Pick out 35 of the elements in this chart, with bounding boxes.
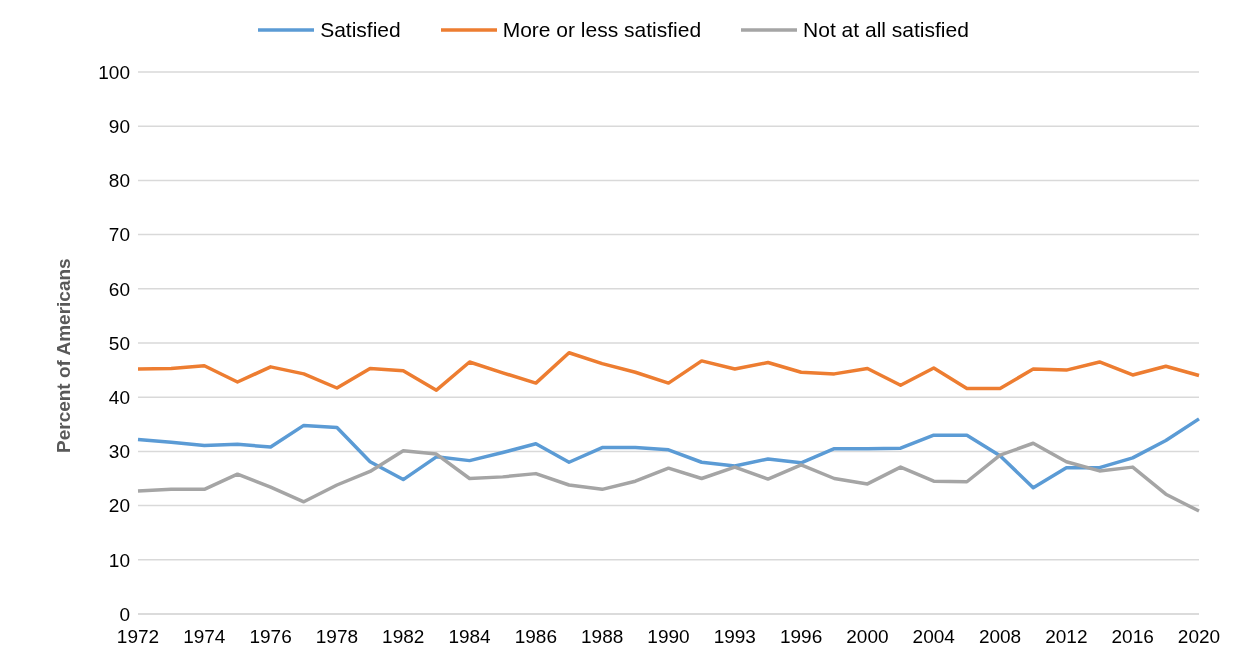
x-tick-label: 1978 xyxy=(315,626,359,648)
x-tick-label: 2000 xyxy=(846,626,889,648)
y-tick-label: 70 xyxy=(108,224,130,246)
x-tick-label: 1996 xyxy=(779,626,823,648)
y-tick-label: 80 xyxy=(108,170,130,192)
line-series xyxy=(136,351,1201,392)
legend-label: Satisfied xyxy=(320,18,401,42)
x-tick-label: 2004 xyxy=(912,626,956,648)
y-axis-title: Percent of Americans xyxy=(52,258,74,453)
x-tick-label: 2016 xyxy=(1111,626,1154,648)
y-tick-label: 60 xyxy=(108,278,130,300)
y-tick-label: 0 xyxy=(119,603,130,625)
y-tick-label: 90 xyxy=(108,115,130,137)
legend-label: More or less satisfied xyxy=(502,18,702,42)
legend-label: Not at all satisfied xyxy=(803,18,969,42)
y-tick-label: 20 xyxy=(108,495,130,517)
line-series xyxy=(136,441,1201,513)
x-tick-label: 1982 xyxy=(382,626,425,648)
x-tick-label: 1986 xyxy=(514,626,558,648)
x-tick-label: 2020 xyxy=(1177,626,1221,648)
y-tick-label: 50 xyxy=(108,332,130,354)
y-tick-label: 100 xyxy=(98,61,130,83)
x-tick-label: 1974 xyxy=(183,626,226,648)
line-series xyxy=(136,417,1201,490)
x-tick-label: 1972 xyxy=(116,626,160,648)
y-tick-label: 30 xyxy=(108,441,130,463)
x-tick-label: 1976 xyxy=(249,626,292,648)
y-tick-label: 40 xyxy=(108,386,130,408)
x-tick-label: 1988 xyxy=(581,626,624,648)
x-tick-label: 1990 xyxy=(647,626,690,648)
x-tick-label: 1984 xyxy=(448,626,492,648)
x-tick-label: 2012 xyxy=(1045,626,1088,648)
y-tick-label: 10 xyxy=(108,549,130,571)
x-tick-label: 1993 xyxy=(713,626,756,648)
x-tick-label: 2008 xyxy=(978,626,1022,648)
